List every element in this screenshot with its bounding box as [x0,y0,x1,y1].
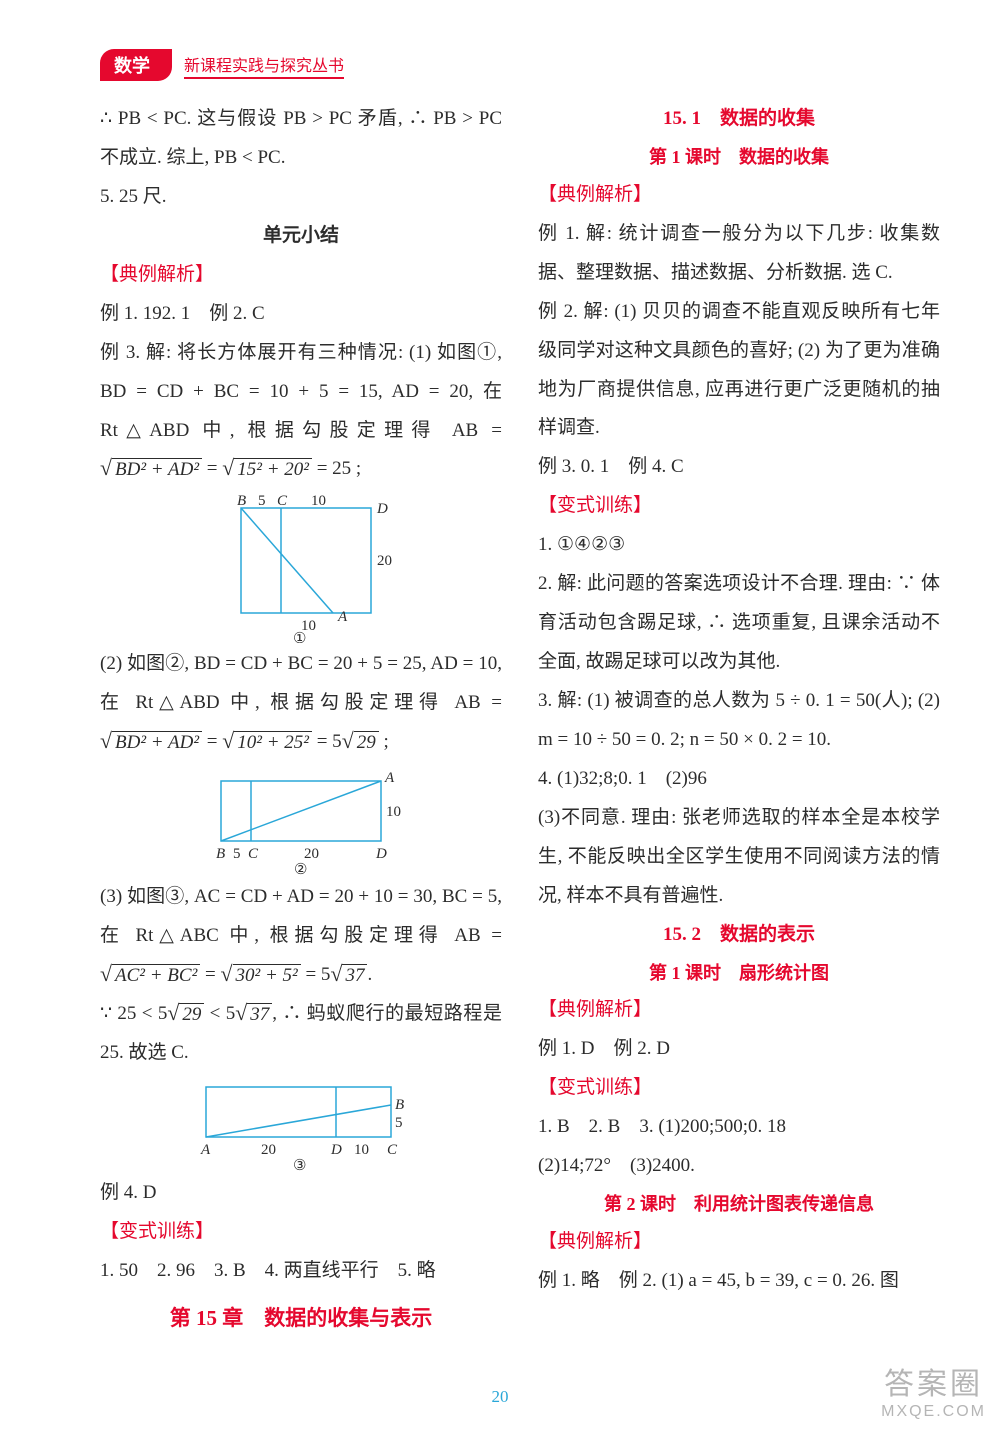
svg-text:B: B [216,846,225,862]
svg-text:C: C [248,846,259,862]
right-ex34: 例 3. 0. 1 例 4. C [538,448,940,487]
svg-text:10: 10 [354,1142,369,1158]
sqrt-expr-2a: √BD² + AD² [100,731,202,755]
svg-text:①: ① [293,631,306,643]
ex3-text: 例 3. 解: 将长方体展开有三种情况: (1) 如图①, BD = CD + … [100,342,502,441]
content-columns: ∴ PB < PC. 这与假设 PB > PC 矛盾, ∴ PB > PC 不成… [100,100,940,1373]
svg-text:5: 5 [395,1115,403,1131]
figure-2: A 10 B 5 C 20 D ② [100,766,502,876]
example-analysis-heading-r1: 【典例解析】 [538,176,940,215]
section-15-1-heading: 15. 1 数据的收集 [538,100,940,139]
f3-tail: . [367,964,372,985]
example-3-part1: 例 3. 解: 将长方体展开有三种情况: (1) 如图①, BD = CD + … [100,334,502,490]
watermark-bottom: MXQE.COM [881,1403,986,1421]
section-15-2-heading: 15. 2 数据的表示 [538,916,940,955]
sqrt-29b: √29 [167,1003,204,1027]
sqrt-expr-1a: √BD² + AD² [100,458,202,482]
r2-b1: 1. B 2. B 3. (1)200;500;0. 18 [538,1108,940,1147]
svg-text:20: 20 [304,846,319,862]
example-analysis-heading-r3: 【典例解析】 [538,1223,940,1262]
formula-1-tail: = 25 ; [317,458,362,479]
svg-text:10: 10 [311,493,326,509]
conc-a: ∵ 25 < 5 [100,1003,167,1024]
proof-conclusion: ∴ PB < PC. 这与假设 PB > PC 矛盾, ∴ PB > PC 不成… [100,100,502,178]
right-b1: 1. ①④②③ [538,526,940,565]
example-3-part2: (2) 如图②, BD = CD + BC = 20 + 5 = 25, AD … [100,645,502,762]
right-b4b: (3)不同意. 理由: 张老师选取的样本全是本校学生, 不能反映出全区学生使用不… [538,799,940,916]
svg-text:20: 20 [377,553,392,569]
sqrt-37a: √37 [330,964,367,988]
figure-3: B 5 A 20 D 10 C ③ [100,1077,502,1172]
example-analysis-heading: 【典例解析】 [100,256,502,295]
chapter-15-heading: 第 15 章 数据的收集与表示 [100,1297,502,1340]
variant-training-heading-r2: 【变式训练】 [538,1069,940,1108]
r2-b2: (2)14;72° (3)2400. [538,1147,940,1186]
svg-text:②: ② [294,862,307,876]
svg-text:C: C [387,1142,398,1158]
svg-text:5: 5 [258,493,266,509]
right-ex2: 例 2. 解: (1) 贝贝的调查不能直观反映所有七年级同学对这种文具颜色的喜好… [538,293,940,449]
unit-summary-heading: 单元小结 [100,217,502,256]
series-title: 新课程实践与探究丛书 [184,52,344,79]
svg-text:A: A [200,1142,211,1158]
ex3-p2-text: (2) 如图②, BD = CD + BC = 20 + 5 = 25, AD … [100,653,502,713]
sqrt-expr-3a: √AC² + BC² [100,964,200,988]
right-b2: 2. 解: 此问题的答案选项设计不合理. 理由: ∵ 体育活动包含踢足球, ∴ … [538,565,940,682]
f3-eq5: = 5 [305,964,330,985]
r3-ex: 例 1. 略 例 2. (1) a = 45, b = 39, c = 0. 2… [538,1262,940,1301]
lesson-1-heading: 第 1 课时 数据的收集 [538,139,940,176]
answer-5: 5. 25 尺. [100,178,502,217]
svg-text:5: 5 [233,846,241,862]
example-3-conclusion: ∵ 25 < 5√29 < 5√37, ∴ 蚂蚁爬行的最短路程是 25. 故选 … [100,995,502,1073]
svg-text:B: B [395,1097,404,1113]
right-ex1: 例 1. 解: 统计调查一般分为以下几步: 收集数据、整理数据、描述数据、分析数… [538,215,940,293]
page-number: 20 [0,1387,1000,1407]
example-3-part3: (3) 如图③, AC = CD + AD = 20 + 10 = 30, BC… [100,878,502,995]
example-1-2: 例 1. 192. 1 例 2. C [100,295,502,334]
r2-ex: 例 1. D 例 2. D [538,1030,940,1069]
sqrt-29a: √29 [342,731,379,755]
right-b3: 3. 解: (1) 被调查的总人数为 5 ÷ 0. 1 = 50(人); (2)… [538,682,940,760]
watermark-top: 答案圈 [881,1368,986,1403]
sqrt-expr-2b: √10² + 25² [222,731,312,755]
svg-text:A: A [337,609,348,625]
f2-tail: ; [379,731,389,752]
svg-text:A: A [384,770,395,786]
svg-text:D: D [376,501,388,517]
variant-training-heading-left: 【变式训练】 [100,1213,502,1252]
ex3-p3-text: (3) 如图③, AC = CD + AD = 20 + 10 = 30, BC… [100,886,502,946]
f2-eq5: = 5 [317,731,342,752]
watermark: 答案圈 MXQE.COM [881,1368,986,1421]
sqrt-expr-1b: √15² + 20² [222,458,312,482]
variant-training-heading-r1: 【变式训练】 [538,487,940,526]
svg-text:D: D [330,1142,342,1158]
sqrt-37b: √37 [235,1003,272,1027]
page-header: 数学 新课程实践与探究丛书 [100,50,940,80]
variant-items-left: 1. 50 2. 96 3. B 4. 两直线平行 5. 略 [100,1252,502,1291]
lesson-2-2-heading: 第 2 课时 利用统计图表传递信息 [538,1186,940,1223]
conc-c: < 5 [204,1003,235,1024]
example-4: 例 4. D [100,1174,502,1213]
svg-text:D: D [375,846,387,862]
svg-text:③: ③ [293,1158,306,1172]
sqrt-expr-3b: √30² + 5² [221,964,301,988]
lesson-2-1-heading: 第 1 课时 扇形统计图 [538,955,940,992]
svg-text:10: 10 [386,804,401,820]
svg-text:B: B [237,493,246,509]
figure-1: B 5 C 10 D 20 A 10 ① [100,493,502,643]
svg-text:20: 20 [261,1142,276,1158]
subject-pill: 数学 [100,49,172,81]
svg-text:C: C [277,493,288,509]
example-analysis-heading-r2: 【典例解析】 [538,991,940,1030]
right-b4: 4. (1)32;8;0. 1 (2)96 [538,760,940,799]
